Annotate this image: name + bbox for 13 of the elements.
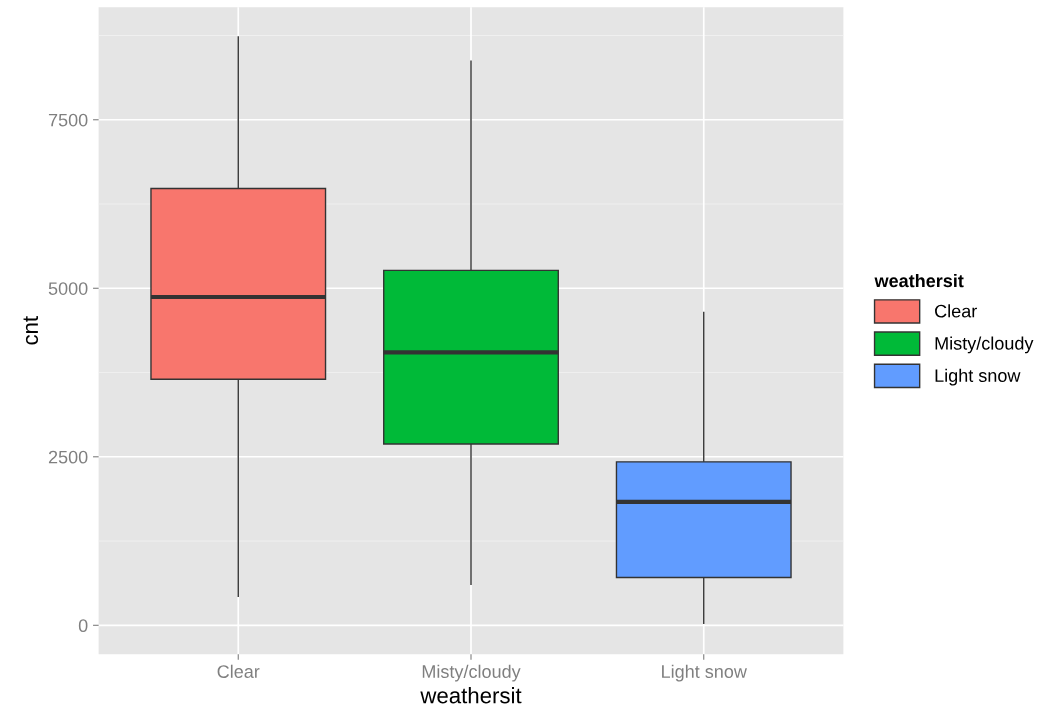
- y-tick-label: 0: [78, 619, 88, 633]
- legend-label: Light snow: [935, 368, 1021, 386]
- y-axis-title: cnt: [23, 316, 39, 345]
- legend-label: Misty/cloudy: [935, 336, 1034, 354]
- y-tick-label: 7500: [48, 113, 88, 127]
- x-tick-label: Light snow: [662, 664, 747, 682]
- legend-title: weathersit: [874, 273, 964, 288]
- x-tick-label: Clear: [217, 664, 260, 678]
- y-tick-label: 5000: [48, 282, 88, 295]
- x-axis-title: weathersit: [420, 687, 522, 704]
- legend-label: Clear: [935, 304, 977, 318]
- x-tick-label: Misty/cloudy: [422, 664, 521, 682]
- y-tick-label: 2500: [48, 450, 88, 464]
